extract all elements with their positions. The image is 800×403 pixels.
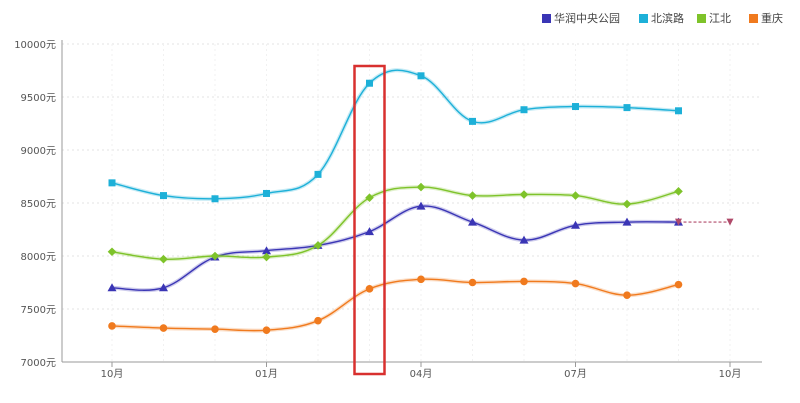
series-line-shadow bbox=[111, 277, 679, 333]
axes: 7000元 7500元 8000元 8500元 9000元 9500元 10000元 10月 0… bbox=[14, 40, 762, 380]
y-tick-label: 10000元 bbox=[14, 40, 56, 51]
data-point bbox=[365, 227, 374, 236]
series-line bbox=[111, 278, 679, 332]
data-point bbox=[674, 280, 683, 289]
y-tick-label: 8000元 bbox=[21, 252, 56, 263]
data-point bbox=[520, 277, 528, 286]
data-point bbox=[571, 191, 580, 200]
legend-item-2: 北滨路 bbox=[639, 11, 684, 25]
data-point bbox=[416, 182, 426, 192]
data-point bbox=[159, 324, 168, 332]
data-point bbox=[262, 246, 271, 255]
legend-swatch bbox=[697, 14, 706, 23]
forecast-start-marker bbox=[675, 218, 682, 226]
x-tick-label: 10月 bbox=[101, 368, 124, 380]
data-point bbox=[365, 193, 374, 202]
data-point bbox=[675, 107, 682, 115]
x-tick-label: 10月 bbox=[719, 368, 742, 380]
series-3 bbox=[107, 182, 683, 264]
data-point bbox=[108, 179, 116, 187]
data-point bbox=[366, 79, 373, 87]
legend: 华润中央公园 北滨路 江北 重庆 bbox=[542, 11, 783, 25]
highlight-layer bbox=[353, 64, 386, 376]
data-point bbox=[468, 278, 477, 287]
data-point bbox=[571, 279, 580, 288]
x-tick-label: 04月 bbox=[410, 368, 433, 380]
data-point bbox=[210, 251, 220, 261]
data-point bbox=[159, 283, 168, 292]
series-line bbox=[111, 69, 679, 200]
legend-label: 江北 bbox=[709, 12, 731, 25]
data-point bbox=[314, 170, 322, 178]
series-line-shadow bbox=[111, 68, 679, 201]
y-tick-label: 9000元 bbox=[21, 146, 56, 157]
data-point bbox=[159, 254, 168, 264]
series-line-shadow bbox=[111, 204, 679, 293]
data-point bbox=[417, 275, 425, 284]
legend-swatch bbox=[542, 14, 551, 23]
legend-label: 重庆 bbox=[761, 11, 783, 25]
series-layer bbox=[107, 68, 734, 335]
series-2 bbox=[108, 68, 682, 203]
legend-swatch bbox=[639, 14, 648, 23]
data-point bbox=[519, 190, 529, 199]
data-point bbox=[263, 189, 270, 197]
data-point bbox=[160, 192, 167, 200]
data-point bbox=[107, 247, 117, 257]
data-point bbox=[262, 326, 271, 335]
highlight-box bbox=[353, 64, 386, 376]
grid-lines bbox=[62, 43, 762, 362]
x-tick-label: 01月 bbox=[255, 368, 278, 380]
data-point bbox=[623, 104, 631, 112]
data-point bbox=[416, 201, 426, 210]
data-point bbox=[622, 217, 632, 226]
series-1 bbox=[107, 201, 734, 293]
data-point bbox=[314, 316, 322, 325]
series-line bbox=[111, 205, 679, 291]
y-tick-label: 7000元 bbox=[21, 358, 56, 369]
legend-item-4: 重庆 bbox=[749, 11, 783, 25]
data-point bbox=[469, 117, 476, 125]
y-tick-label: 9500元 bbox=[21, 93, 56, 104]
legend-item-3: 江北 bbox=[697, 12, 731, 25]
data-point bbox=[622, 199, 632, 209]
data-point bbox=[417, 72, 425, 80]
data-point bbox=[674, 187, 683, 196]
data-point bbox=[468, 217, 477, 226]
data-point bbox=[211, 195, 219, 203]
data-point bbox=[262, 252, 271, 262]
legend-swatch bbox=[749, 14, 758, 23]
data-point bbox=[519, 235, 529, 244]
data-point bbox=[468, 191, 477, 200]
legend-item-1: 华润中央公园 bbox=[542, 11, 620, 25]
forecast-point bbox=[726, 218, 734, 226]
data-point bbox=[211, 325, 219, 333]
legend-label: 华润中央公园 bbox=[554, 11, 620, 25]
data-point bbox=[520, 106, 528, 114]
legend-label: 北滨路 bbox=[651, 11, 684, 25]
series-4 bbox=[108, 275, 683, 335]
data-point bbox=[365, 285, 374, 293]
data-point bbox=[571, 220, 580, 229]
data-point bbox=[108, 322, 116, 330]
x-tick-label: 07月 bbox=[564, 368, 587, 380]
y-tick-label: 8500元 bbox=[21, 199, 56, 210]
data-point bbox=[313, 241, 323, 250]
y-tick-label: 7500元 bbox=[21, 305, 56, 316]
data-point bbox=[572, 103, 579, 111]
data-point bbox=[623, 291, 631, 300]
data-point bbox=[107, 283, 117, 292]
